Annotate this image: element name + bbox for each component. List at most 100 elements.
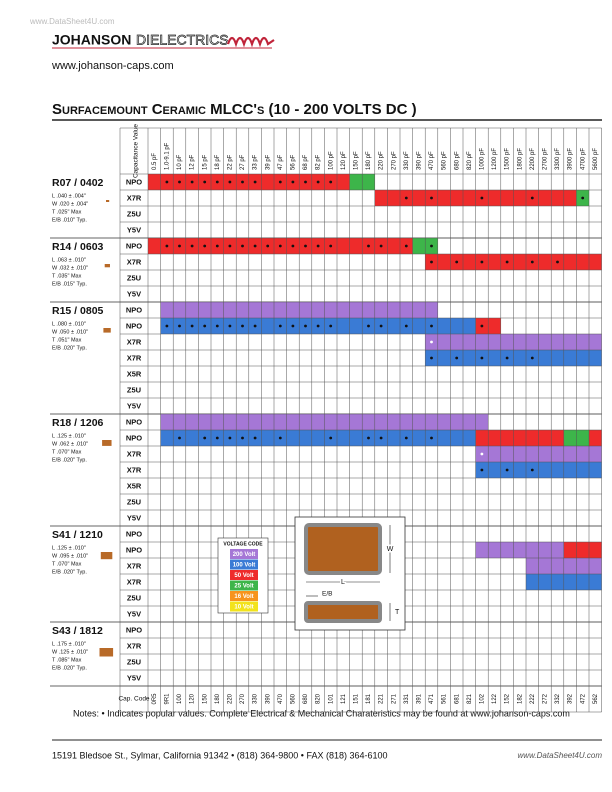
chip-icon (106, 200, 110, 202)
column-label: 82 pF (316, 154, 322, 170)
legend-label: 200 Volt (233, 552, 256, 558)
popular-dot (215, 244, 219, 248)
column-label: 33 pF (253, 154, 259, 170)
cap-code: 562 (593, 693, 599, 704)
popular-dot (190, 244, 194, 248)
cap-code: 102 (479, 693, 485, 704)
label-w: W (387, 546, 394, 553)
popular-dot (203, 180, 207, 184)
dielectric-label: X7R (127, 193, 142, 202)
dielectric-label: Z5U (127, 497, 141, 506)
popular-dot (241, 436, 244, 440)
group-dim: L .125 ± .010" (52, 433, 86, 439)
column-label: 1.0-9.1 pF (164, 142, 170, 170)
dielectric-label: NPO (126, 241, 142, 250)
group-dim: E/B .020" Typ. (52, 345, 87, 351)
column-label: 220 pF (379, 151, 385, 170)
cap-code: 101 (328, 693, 334, 704)
popular-dot (253, 436, 257, 440)
group-dim: L .175 ± .010" (52, 641, 86, 647)
popular-dot (253, 244, 257, 248)
dielectric-label: Y5V (127, 609, 141, 618)
legend-label: 16 Volt (234, 594, 253, 600)
column-label: 3900 pF (568, 148, 574, 170)
dielectric-label: Y5V (127, 401, 141, 410)
cap-code: 680 (303, 693, 309, 704)
title: Surfacemount Ceramic MLCC's (10 - 200 VO… (52, 101, 417, 118)
group-dim: L .063 ± .010" (52, 257, 86, 263)
dielectric-label: X7R (127, 449, 142, 458)
column-label: 2200 pF (530, 148, 536, 170)
legend-swatch (230, 549, 258, 559)
popular-dot (530, 468, 534, 472)
column-label: 27 pF (240, 154, 246, 170)
popular-dot (316, 324, 320, 328)
chip-side (304, 601, 382, 623)
popular-dot (291, 180, 295, 184)
dielectric-label: NPO (126, 305, 142, 314)
group-dim: W .062 ± .010" (52, 441, 88, 447)
legend-label: 10 Volt (234, 605, 253, 611)
group-name: R07 / 0402 (52, 177, 104, 189)
popular-dot (367, 436, 370, 440)
header-label: Capacitance Value (133, 124, 140, 178)
column-label: 120 pF (341, 151, 347, 170)
dielectric-label: X7R (127, 337, 142, 346)
dielectric-label: X5R (127, 369, 142, 378)
column-label: 680 pF (454, 151, 460, 170)
group-dim: L .040 ± .004" (52, 193, 86, 199)
column-label: 22 pF (227, 154, 233, 170)
voltage-cell (475, 542, 564, 558)
column-label: 39 pF (265, 154, 271, 170)
column-label: 470 pF (429, 151, 435, 170)
popular-dot (581, 196, 585, 200)
logo-word: DIELECTRICS (136, 32, 229, 48)
legend-swatch (230, 601, 258, 612)
popular-dot (379, 436, 383, 440)
legend-swatch (230, 559, 258, 570)
popular-dot (480, 356, 484, 360)
popular-dot (253, 180, 257, 184)
cap-code: 151 (353, 693, 359, 704)
dielectric-label: Y5V (127, 289, 141, 298)
cap-code: 181 (366, 693, 372, 704)
popular-dot (190, 324, 194, 328)
popular-dot (505, 468, 509, 472)
popular-dot (530, 356, 534, 360)
popular-dot (278, 244, 282, 248)
column-label: 1800 pF (517, 148, 523, 170)
column-label: 390 pF (416, 151, 422, 170)
popular-dot (480, 196, 484, 200)
group-name: R18 / 1206 (52, 417, 104, 429)
column-label: 560 pF (442, 151, 448, 170)
column-label: 56 pF (290, 154, 296, 170)
popular-dot (278, 180, 282, 184)
column-label: 47 pF (278, 154, 284, 170)
watermark: www.DataSheet4U.com (29, 17, 115, 26)
popular-dot (329, 436, 333, 440)
cap-code: 472 (580, 693, 586, 704)
popular-dot (430, 340, 433, 344)
label-eb: E/B (322, 591, 332, 598)
column-label: 150 pF (353, 151, 359, 170)
dielectric-label: X7R (127, 577, 142, 586)
column-label: 1500 pF (505, 148, 511, 170)
dielectric-label: X7R (127, 641, 142, 650)
voltage-cell (475, 430, 564, 446)
chip-top (304, 523, 382, 575)
dielectric-label: X7R (127, 465, 142, 474)
column-label: 1000 pF (479, 148, 485, 170)
cap-code: 820 (316, 693, 322, 704)
dielectric-label: X7R (127, 257, 142, 266)
cap-code: 220 (227, 693, 233, 704)
popular-dot (404, 244, 408, 248)
popular-dot (241, 180, 244, 184)
column-label: 100 pF (328, 151, 334, 170)
column-label: 3300 pF (555, 148, 561, 170)
column-label: 330 pF (404, 151, 410, 170)
group-name: R15 / 0805 (52, 305, 104, 317)
label-l: L (341, 579, 345, 586)
popular-dot (228, 324, 232, 328)
footer-watermark: www.DataSheet4U.com (518, 751, 603, 760)
